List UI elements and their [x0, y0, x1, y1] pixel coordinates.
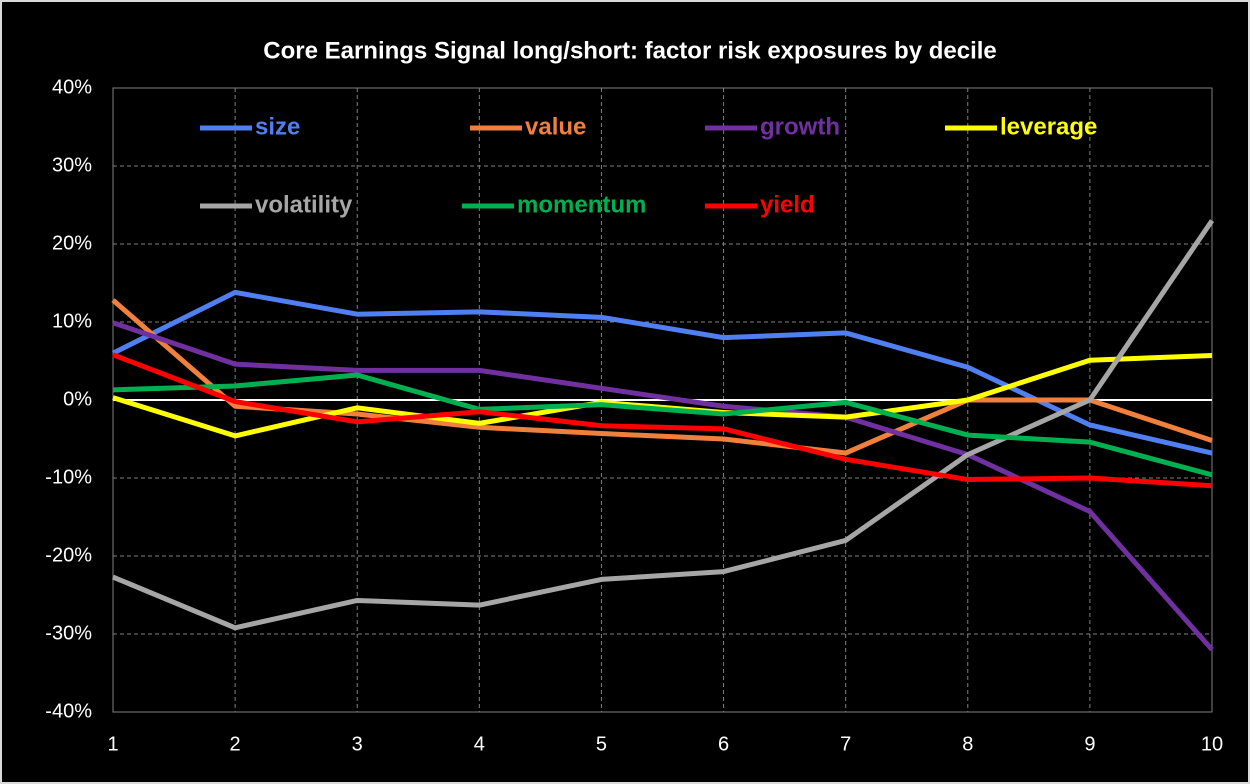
series-line [112, 219, 1215, 631]
y-tick-label: 40% [52, 76, 92, 98]
series-line [112, 320, 1214, 652]
x-tick-label: 1 [107, 733, 118, 755]
x-tick-label: 4 [474, 733, 485, 755]
y-tick-label: -30% [45, 622, 92, 644]
legend-label: momentum [517, 191, 646, 218]
y-tick-label: -10% [45, 466, 92, 488]
x-tick-label: 7 [840, 733, 851, 755]
y-tick-label: -20% [45, 544, 92, 566]
legend-label: size [255, 113, 300, 140]
x-tick-label: 9 [1084, 733, 1095, 755]
legend-label: volatility [255, 191, 353, 218]
legend-label: yield [760, 191, 815, 218]
y-tick-label: 30% [52, 154, 92, 176]
x-tick-label: 10 [1201, 733, 1223, 755]
x-tick-label: 2 [230, 733, 241, 755]
x-tick-label: 6 [718, 733, 729, 755]
y-tick-label: 20% [52, 232, 92, 254]
x-tick-label: 5 [596, 733, 607, 755]
chart-title: Core Earnings Signal long/short: factor … [263, 37, 997, 64]
legend-label: leverage [1000, 113, 1097, 140]
series-line [111, 289, 1213, 456]
x-tick-label: 8 [962, 733, 973, 755]
y-tick-label: 0% [63, 388, 92, 410]
series-line [112, 352, 1213, 489]
series-line [112, 372, 1213, 478]
y-tick-label: -40% [45, 700, 92, 722]
legend-label: value [525, 113, 586, 140]
legend-label: growth [760, 113, 840, 140]
x-tick-label: 3 [352, 733, 363, 755]
y-tick-label: 10% [52, 310, 92, 332]
